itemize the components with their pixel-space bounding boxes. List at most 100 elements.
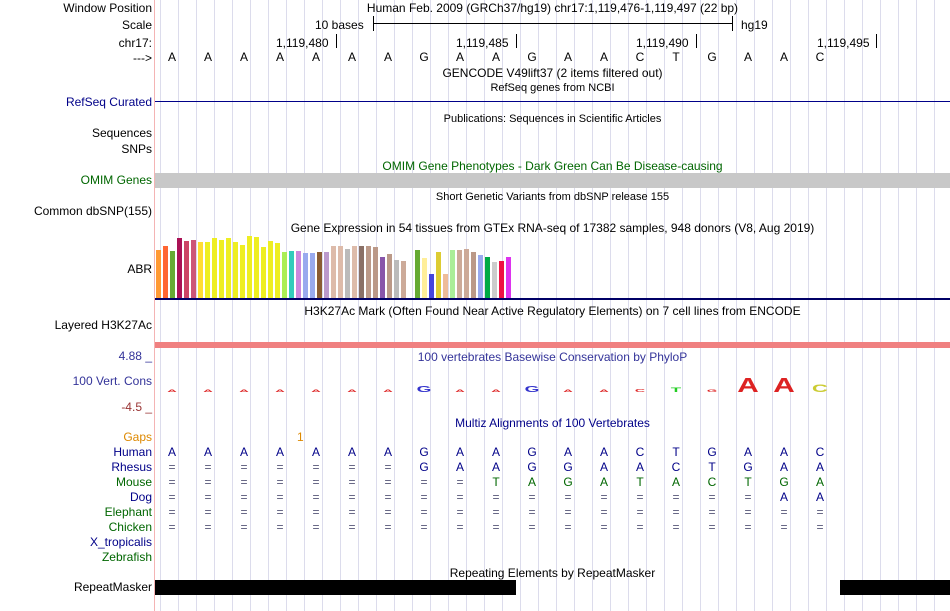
species-label[interactable]: Elephant (104, 505, 152, 519)
gridline (610, 0, 611, 611)
gtex-tissue-bar[interactable] (205, 242, 210, 298)
alignment-base: = (384, 475, 392, 489)
alignment-base: = (204, 505, 212, 519)
gtex-tissue-bar[interactable] (401, 261, 406, 298)
gaps-label[interactable]: Gaps (123, 430, 152, 444)
alignment-base: = (168, 460, 176, 474)
alignment-base: = (312, 460, 320, 474)
gtex-tissue-bar[interactable] (499, 261, 504, 298)
gtex-tissue-bar[interactable] (282, 252, 287, 298)
gtex-tissue-bar[interactable] (415, 250, 420, 298)
gtex-tissue-bar[interactable] (422, 258, 427, 298)
alignment-base: A (599, 445, 608, 459)
gtex-tissue-bar[interactable] (506, 257, 511, 298)
omim-genes-label[interactable]: OMIM Genes (80, 173, 152, 187)
gtex-tissue-bar[interactable] (394, 260, 399, 298)
alignment-base: = (168, 475, 176, 489)
gtex-tissue-bar[interactable] (219, 240, 224, 298)
sequences-label[interactable]: Sequences (91, 126, 152, 140)
ruler-tick-label: 1,119,485 (456, 36, 509, 50)
gtex-tissue-bar[interactable] (296, 251, 301, 298)
gtex-tissue-bar[interactable] (338, 246, 343, 298)
ruler-tick-label: 1,119,480 (276, 36, 329, 50)
gtex-tissue-bar[interactable] (268, 241, 273, 298)
gtex-tissue-bar[interactable] (359, 246, 364, 298)
dbsnp-label[interactable]: Common dbSNP(155) (33, 204, 152, 218)
species-label[interactable]: Zebrafish (101, 550, 152, 564)
gtex-tissue-bar[interactable] (226, 238, 231, 298)
gridline (916, 0, 917, 611)
gtex-tissue-bar[interactable] (366, 246, 371, 298)
gtex-tissue-bar[interactable] (212, 238, 217, 298)
gtex-tissue-bar[interactable] (478, 255, 483, 298)
alignment-base: = (384, 520, 392, 534)
h3k27ac-signal-bar[interactable] (155, 342, 950, 348)
refseq-gene-line[interactable] (155, 101, 950, 102)
gtex-tissue-bar[interactable] (457, 250, 462, 298)
gtex-tissue-bar[interactable] (345, 249, 350, 298)
gtex-tissue-bar[interactable] (471, 252, 476, 298)
gtex-tissue-bar[interactable] (261, 247, 266, 298)
species-label[interactable]: Human (113, 445, 152, 459)
gtex-tissue-bar[interactable] (436, 252, 441, 298)
alignment-base: = (708, 505, 716, 519)
base-letter: G (527, 50, 537, 64)
gtex-tissue-bar[interactable] (317, 252, 322, 298)
species-label[interactable]: Dog (129, 490, 152, 504)
gtex-expression-chart[interactable] (155, 232, 555, 298)
gtex-tissue-bar[interactable] (373, 247, 378, 298)
gtex-tissue-bar[interactable] (156, 250, 161, 298)
conservation-glyph: A (491, 389, 501, 393)
gtex-tissue-bar[interactable] (324, 252, 329, 298)
species-label[interactable]: Rhesus (111, 460, 152, 474)
species-label[interactable]: Chicken (108, 520, 152, 534)
omim-gene-bar[interactable] (155, 173, 950, 188)
refseq-curated-label[interactable]: RefSeq Curated (65, 95, 152, 109)
alignment-base: G (563, 475, 573, 489)
gtex-tissue-bar[interactable] (464, 249, 469, 298)
gencode-title[interactable]: GENCODE V49lift37 (2 items filtered out) (442, 66, 663, 80)
gtex-tissue-bar[interactable] (303, 253, 308, 298)
gridline (682, 0, 683, 611)
gtex-tissue-bar[interactable] (247, 236, 252, 298)
gtex-tissue-bar[interactable] (191, 240, 196, 298)
species-label[interactable]: X_tropicalis (89, 535, 152, 549)
base-letter: A (275, 50, 284, 64)
h3k27ac-label[interactable]: Layered H3K27Ac (54, 318, 152, 332)
gtex-tissue-bar[interactable] (443, 274, 448, 298)
repeatmasker-label[interactable]: RepeatMasker (73, 580, 152, 594)
gtex-tissue-bar[interactable] (352, 246, 357, 298)
gtex-tissue-bar[interactable] (275, 243, 280, 298)
cons-label[interactable]: 100 Vert. Cons (72, 374, 152, 388)
gtex-tissue-bar[interactable] (198, 242, 203, 298)
gtex-tissue-bar[interactable] (380, 257, 385, 298)
genome-browser-track-area[interactable]: Human Feb. 2009 (GRCh37/hg19) chr17:1,11… (155, 0, 950, 611)
gtex-tissue-bar[interactable] (184, 241, 189, 298)
species-label[interactable]: Mouse (115, 475, 152, 489)
ruler-tick (336, 34, 337, 48)
gtex-tissue-bar[interactable] (233, 242, 238, 298)
abr-label[interactable]: ABR (127, 262, 152, 276)
gtex-tissue-bar[interactable] (170, 251, 175, 298)
gtex-tissue-bar[interactable] (331, 246, 336, 298)
repeat-element-block[interactable] (155, 580, 516, 595)
gtex-tissue-bar[interactable] (254, 237, 259, 298)
base-letter: A (203, 50, 212, 64)
gtex-tissue-bar[interactable] (310, 253, 315, 298)
strand-arrow-label[interactable]: ---> (133, 51, 152, 65)
gtex-tissue-bar[interactable] (429, 274, 434, 298)
gtex-tissue-bar[interactable] (387, 254, 392, 298)
gtex-tissue-bar[interactable] (492, 262, 497, 298)
base-letter: A (311, 50, 320, 64)
gtex-tissue-bar[interactable] (485, 257, 490, 298)
repeat-element-block[interactable] (840, 580, 950, 595)
gtex-tissue-bar[interactable] (163, 246, 168, 298)
gtex-tissue-bar[interactable] (240, 245, 245, 298)
alignment-base: = (168, 490, 176, 504)
alignment-base: = (240, 490, 248, 504)
gtex-tissue-bar[interactable] (289, 251, 294, 298)
gtex-tissue-bar[interactable] (177, 238, 182, 298)
snps-label[interactable]: SNPs (121, 142, 152, 156)
gtex-tissue-bar[interactable] (450, 250, 455, 298)
